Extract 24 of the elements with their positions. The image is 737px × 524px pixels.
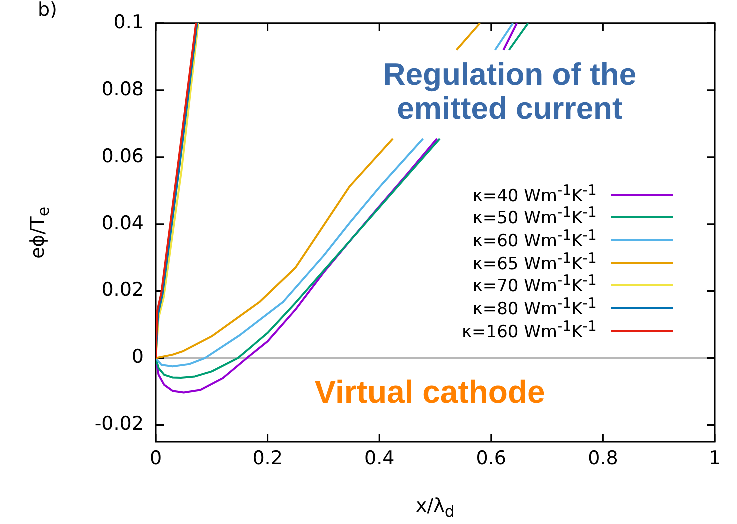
x-axis-title: x/λ$_{d}$: [416, 495, 455, 521]
text: b): [38, 0, 58, 21]
legend-label: κ=70 Wm$^{-1}$K$^{-1}$: [472, 273, 597, 298]
y-tick-label: 0.08: [102, 78, 144, 100]
y-tick-label: 0.06: [102, 145, 144, 168]
x-tick-label: 0.2: [252, 447, 283, 470]
y-tick-label: 0.02: [102, 279, 144, 302]
annotation: Regulation of the emitted current: [340, 57, 680, 126]
legend-label: κ=80 Wm$^{-1}$K$^{-1}$: [472, 296, 597, 320]
legend-label: κ=65 Wm$^{-1}$K$^{-1}$: [472, 250, 597, 274]
y-tick-label: 0.04: [102, 212, 144, 234]
x-tick-label: 0: [150, 447, 162, 470]
x-tick-label: 0.6: [476, 447, 507, 470]
y-tick-label: 0.1: [114, 11, 144, 34]
legend-label: κ=160 Wm$^{-1}$K$^{-1}$: [462, 318, 597, 342]
x-tick-label: 0.8: [588, 447, 618, 470]
annotation: Virtual cathode: [270, 374, 590, 410]
x-tick-label: 0.4: [364, 447, 395, 470]
y-tick-label: 0: [132, 346, 144, 368]
y-tick-label: -0.02: [94, 413, 144, 436]
x-tick-label: 1: [708, 447, 722, 470]
legend-label: κ=50 Wm$^{-1}$K$^{-1}$: [472, 205, 597, 230]
legend-label: κ=60 Wm$^{-1}$K$^{-1}$: [472, 228, 597, 252]
legend-label: κ=40 Wm$^{-1}$K$^{-1}$: [472, 182, 597, 206]
